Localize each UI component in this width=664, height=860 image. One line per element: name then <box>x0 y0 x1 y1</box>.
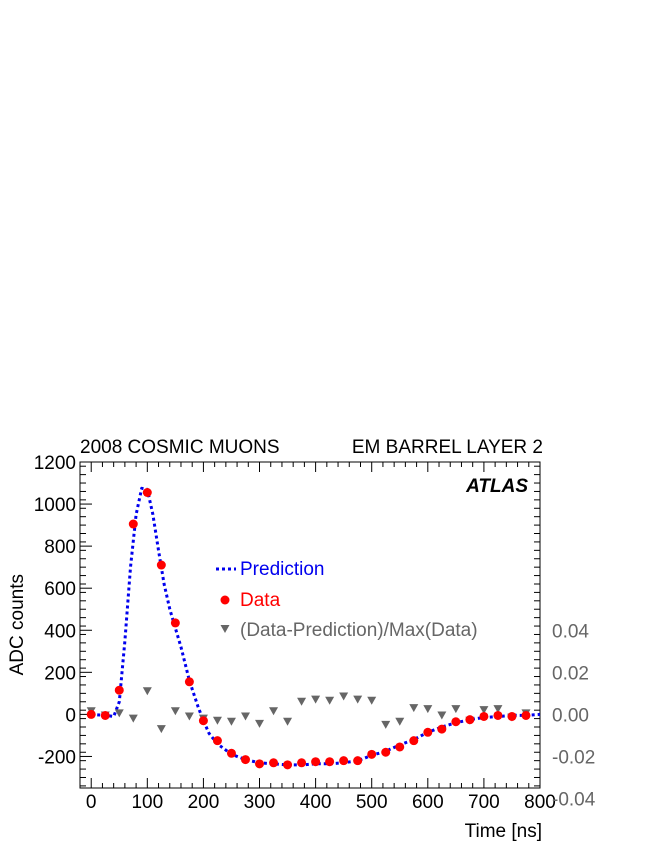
difference-point <box>226 717 236 726</box>
difference-point <box>255 719 265 728</box>
y-tick-label: 400 <box>44 621 76 642</box>
y-axis-label: ADC counts <box>7 574 28 675</box>
data-point <box>325 757 335 767</box>
x-tick-label: 700 <box>468 792 500 813</box>
difference-point <box>479 706 489 715</box>
data-point <box>283 760 293 770</box>
data-point <box>507 711 517 721</box>
difference-point <box>142 687 152 696</box>
data-point <box>226 748 236 758</box>
data-point <box>451 717 461 727</box>
difference-point <box>423 705 433 714</box>
right-tick-label: 0.04 <box>552 621 589 642</box>
data-point <box>255 759 265 769</box>
difference-point <box>325 696 335 705</box>
data-point <box>100 710 110 720</box>
legend-difference-label: (Data-Prediction)/Max(Data) <box>240 620 478 641</box>
difference-point <box>437 711 447 720</box>
difference-point <box>353 695 363 704</box>
x-axis-label: Time [ns] <box>465 821 542 842</box>
chart-title-right: EM BARREL LAYER 2 <box>352 437 543 458</box>
difference-point <box>283 717 293 726</box>
difference-point <box>170 707 180 716</box>
difference-point <box>297 697 307 706</box>
difference-point <box>381 720 391 729</box>
x-tick-label: 600 <box>412 792 444 813</box>
data-point <box>114 685 124 695</box>
difference-point <box>311 695 321 704</box>
y-tick-label: 600 <box>44 579 76 600</box>
right-tick-label: -0.02 <box>552 747 595 768</box>
x-tick-label: 100 <box>131 792 163 813</box>
atlas-label: ATLAS <box>465 476 528 497</box>
data-point <box>493 710 503 720</box>
data-point <box>142 487 152 497</box>
x-tick-label: 300 <box>244 792 276 813</box>
legend: Prediction Data (Data-Prediction)/Max(Da… <box>216 559 478 641</box>
y-tick-label: -200 <box>38 747 76 768</box>
data-point <box>437 724 447 734</box>
data-point <box>367 749 377 759</box>
prediction-line <box>91 486 541 767</box>
data-point <box>339 756 349 766</box>
difference-point <box>367 696 377 705</box>
axis-ticks <box>79 461 541 788</box>
y-tick-label: 200 <box>44 663 76 684</box>
data-point <box>170 618 180 628</box>
data-point <box>156 560 166 570</box>
difference-point <box>128 714 138 723</box>
y-tick-label: 0 <box>65 705 76 726</box>
data-point <box>423 727 433 737</box>
legend-difference-symbol <box>220 625 230 633</box>
difference-point <box>114 709 124 718</box>
data-point <box>128 519 138 529</box>
x-tick-label: 200 <box>188 792 220 813</box>
difference-point <box>339 692 349 701</box>
data-point <box>465 715 475 725</box>
difference-point <box>451 705 461 714</box>
difference-point <box>269 707 279 716</box>
difference-series <box>86 687 531 734</box>
legend-data-label: Data <box>240 590 281 611</box>
right-tick-label: 0.02 <box>552 663 589 684</box>
data-point <box>311 757 321 767</box>
data-point <box>297 758 307 768</box>
legend-data-symbol <box>220 595 230 605</box>
difference-point <box>240 712 250 721</box>
data-series <box>86 487 531 770</box>
difference-point <box>409 704 419 713</box>
difference-point <box>493 705 503 714</box>
data-point <box>212 736 222 746</box>
data-point <box>184 677 194 687</box>
data-point <box>381 747 391 757</box>
data-point <box>198 716 208 726</box>
x-tick-label: 400 <box>300 792 332 813</box>
prediction-series <box>91 486 541 767</box>
data-point <box>395 742 405 752</box>
difference-point <box>156 725 166 734</box>
y-tick-label: 1200 <box>34 453 76 474</box>
data-point <box>521 710 531 720</box>
x-tick-label: 800 <box>524 792 556 813</box>
right-tick-label: 0.00 <box>552 705 589 726</box>
x-tick-label: 500 <box>356 792 388 813</box>
plot-frame <box>79 461 541 789</box>
data-point <box>269 758 279 768</box>
axis-tick-labels: 0 100 200 300 400 500 600 700 800 -200 0 200 400 600 8… <box>34 453 596 813</box>
data-point <box>479 711 489 721</box>
difference-point <box>212 716 222 725</box>
legend-prediction-label: Prediction <box>240 559 325 580</box>
data-point <box>240 755 250 765</box>
difference-point <box>395 717 405 726</box>
y-tick-label: 800 <box>44 537 76 558</box>
chart-title-left: 2008 COSMIC MUONS <box>80 437 280 458</box>
x-tick-label: 0 <box>86 792 97 813</box>
right-tick-label: -0.04 <box>552 790 596 811</box>
data-point <box>353 756 363 766</box>
data-point <box>86 709 96 719</box>
difference-point <box>184 712 194 721</box>
data-point <box>409 736 419 746</box>
y-tick-label: 1000 <box>34 495 76 516</box>
